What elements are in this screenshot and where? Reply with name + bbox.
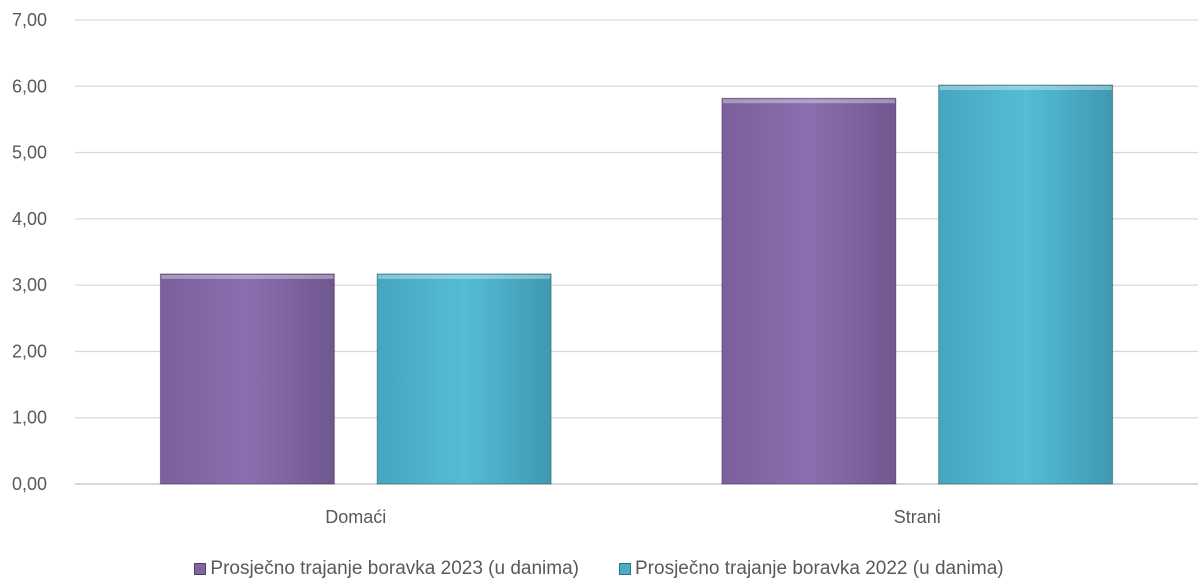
bar-bevel xyxy=(939,85,1112,90)
y-tick-label: 2,00 xyxy=(12,341,47,361)
bar-2023-1 xyxy=(721,97,897,485)
y-tick-label: 3,00 xyxy=(12,275,47,295)
x-category-label: Strani xyxy=(894,507,941,527)
bar-bevel xyxy=(378,274,551,279)
legend: Prosječno trajanje boravka 2023 (u danim… xyxy=(0,555,1198,583)
y-tick-label: 5,00 xyxy=(12,143,47,163)
y-tick-label: 6,00 xyxy=(12,76,47,96)
y-tick-label: 7,00 xyxy=(12,10,47,30)
bars xyxy=(159,84,1114,485)
legend-item-2023: Prosječno trajanje boravka 2023 (u danim… xyxy=(194,558,579,580)
x-category-label: Domaći xyxy=(325,507,386,527)
y-tick-label: 4,00 xyxy=(12,209,47,229)
legend-label-2022: Prosječno trajanje boravka 2022 (u danim… xyxy=(635,558,1004,579)
legend-label-2023: Prosječno trajanje boravka 2023 (u danim… xyxy=(210,558,579,579)
x-axis-category-labels: Domaći Strani xyxy=(325,507,941,527)
legend-item-2022: Prosječno trajanje boravka 2022 (u danim… xyxy=(619,558,1004,580)
bar-bevel xyxy=(722,99,895,104)
bar-2022-0 xyxy=(376,273,552,485)
y-axis-tick-labels: 0,00 1,00 2,00 3,00 4,00 5,00 6,00 7,00 xyxy=(12,10,47,494)
y-tick-label: 1,00 xyxy=(12,408,47,428)
bar-chart: 0,00 1,00 2,00 3,00 4,00 5,00 6,00 7,00 Domaći S… xyxy=(12,10,1198,527)
bar-2023-0 xyxy=(159,273,335,485)
bar-bevel xyxy=(161,274,334,279)
legend-swatch-2022 xyxy=(619,563,631,575)
bar-2022-1 xyxy=(938,84,1114,485)
y-tick-label: 0,00 xyxy=(12,474,47,494)
legend-swatch-2023 xyxy=(194,563,207,575)
